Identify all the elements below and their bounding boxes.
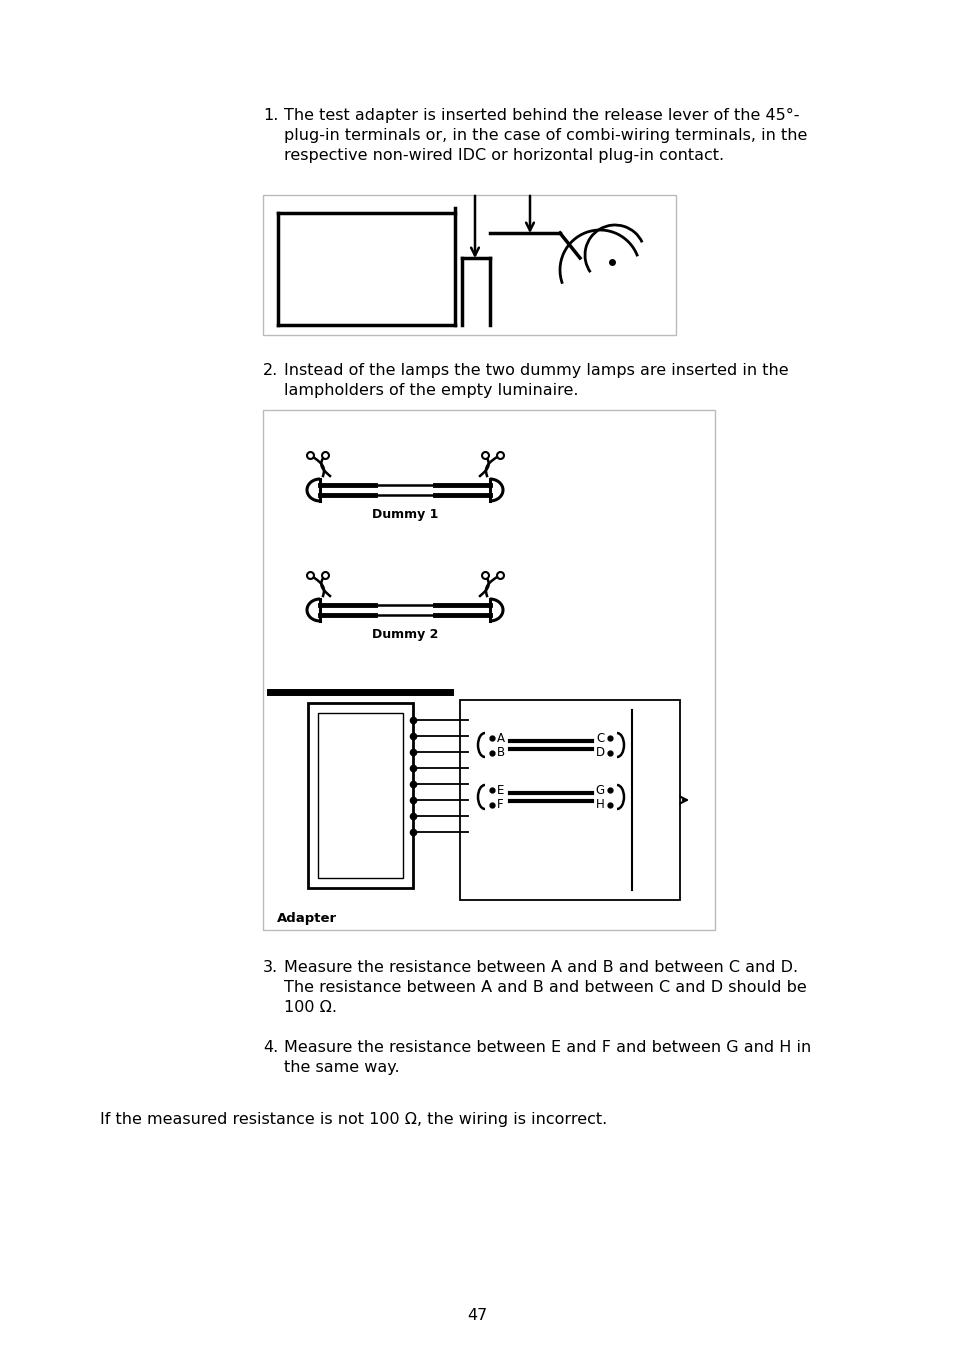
Text: the same way.: the same way. [284,1061,399,1075]
Text: respective non-wired IDC or horizontal plug-in contact.: respective non-wired IDC or horizontal p… [284,149,723,163]
Text: 4.: 4. [263,1040,278,1055]
Text: Dummy 2: Dummy 2 [372,628,437,640]
Text: 1.: 1. [263,108,278,123]
Text: 3.: 3. [263,961,278,975]
Text: The resistance between A and B and between C and D should be: The resistance between A and B and betwe… [284,979,806,994]
Bar [263,195,676,335]
Text: plug-in terminals or, in the case of combi-wiring terminals, in the: plug-in terminals or, in the case of com… [284,128,806,143]
Bar [317,713,402,878]
Text: The test adapter is inserted behind the release lever of the 45°-: The test adapter is inserted behind the … [284,108,799,123]
Text: If the measured resistance is not 100 Ω, the wiring is incorrect.: If the measured resistance is not 100 Ω,… [100,1112,607,1127]
Bar [308,703,413,888]
Bar [263,409,714,929]
Text: 100 Ω.: 100 Ω. [284,1000,336,1015]
Text: A: A [497,731,504,744]
Text: Measure the resistance between A and B and between C and D.: Measure the resistance between A and B a… [284,961,798,975]
Text: Adapter: Adapter [276,912,336,925]
Bar [459,700,679,900]
Text: 47: 47 [466,1308,487,1323]
Text: C: C [597,731,604,744]
Text: F: F [497,798,503,812]
Text: H: H [596,798,604,812]
Text: G: G [596,784,604,797]
Text: Dummy 1: Dummy 1 [372,508,437,521]
Text: D: D [596,747,604,759]
Text: E: E [497,784,504,797]
Text: lampholders of the empty luminaire.: lampholders of the empty luminaire. [284,382,578,399]
Text: Instead of the lamps the two dummy lamps are inserted in the: Instead of the lamps the two dummy lamps… [284,363,788,378]
Text: 2.: 2. [263,363,278,378]
Text: Measure the resistance between E and F and between G and H in: Measure the resistance between E and F a… [284,1040,810,1055]
Text: B: B [497,747,504,759]
